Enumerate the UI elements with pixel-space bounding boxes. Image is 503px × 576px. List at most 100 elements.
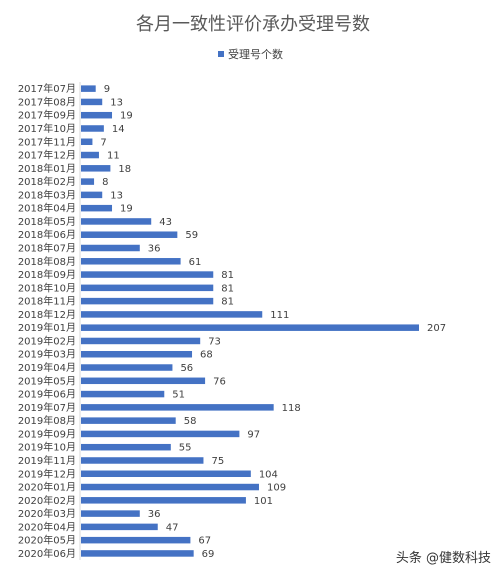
bar [81,204,113,212]
y-tick-label: 2018年02月 [18,175,76,188]
bar [81,324,419,331]
y-tick-label: 2017年11月 [18,135,76,148]
bar [81,430,240,438]
data-label: 75 [211,456,224,467]
bar [81,497,246,504]
data-label: 111 [270,310,289,321]
data-label: 11 [107,151,120,162]
y-tick-label: 2020年04月 [18,520,76,533]
y-tick-label: 2019年10月 [18,441,76,454]
bar [81,297,214,305]
bar [81,191,103,199]
bars-group: 2017年07月 9 2017年08月 13 2017年09月 19 2017年10月 14 2… [18,82,446,560]
bar [81,178,95,185]
y-tick-label: 2020年01月 [18,481,76,494]
data-label: 55 [179,443,192,454]
watermark: 头条 @健数科技 [395,551,491,566]
data-label: 81 [221,270,234,281]
bar [81,377,206,385]
y-tick-label: 2018年04月 [18,202,76,215]
data-label: 8 [102,177,108,188]
bar [81,457,204,464]
legend-label: 受理号个数 [228,48,283,61]
bar [81,271,214,278]
bar [81,258,181,265]
bar [81,523,158,531]
data-label: 36 [148,509,161,520]
y-tick-label: 2020年02月 [18,494,76,507]
y-tick-label: 2017年09月 [18,109,76,122]
data-label: 69 [202,549,215,560]
bar [81,244,140,252]
data-label: 68 [200,350,213,361]
y-tick-label: 2017年12月 [18,149,76,162]
bar [81,284,214,292]
bar [81,125,104,132]
legend: 受理号个数 [218,48,283,61]
data-label: 73 [208,336,221,347]
data-label: 76 [213,376,226,387]
y-tick-label: 2019年12月 [18,467,76,480]
bar [81,364,173,371]
data-label: 43 [159,217,172,228]
y-tick-label: 2020年03月 [18,507,76,520]
data-label: 67 [198,536,211,547]
data-label: 61 [189,257,202,268]
bar [81,151,99,159]
bar [81,111,113,119]
data-label: 104 [259,469,278,480]
y-tick-label: 2018年06月 [18,228,76,241]
y-tick-label: 2018年03月 [18,188,76,201]
data-label: 19 [120,111,133,122]
data-label: 13 [110,190,123,201]
data-label: 18 [118,164,131,175]
bar [81,350,193,358]
data-label: 51 [172,390,185,401]
data-label: 19 [120,204,133,215]
y-tick-label: 2019年07月 [18,401,76,414]
bar [81,536,191,544]
y-tick-label: 2018年01月 [18,162,76,175]
data-label: 7 [100,137,106,148]
y-tick-label: 2018年08月 [18,255,76,268]
bar [81,165,111,172]
y-tick-label: 2019年04月 [18,361,76,374]
data-label: 59 [185,230,198,241]
bar [81,98,103,106]
bar [81,390,165,398]
bar [81,443,171,451]
bar [81,483,259,491]
data-label: 36 [148,244,161,255]
bar [81,550,194,557]
data-label: 81 [221,283,234,294]
legend-swatch [218,51,224,57]
data-label: 118 [282,403,301,414]
y-tick-label: 2019年02月 [18,334,76,347]
y-tick-label: 2020年06月 [18,547,76,560]
y-tick-label: 2017年10月 [18,122,76,135]
data-label: 9 [104,84,110,95]
y-tick-label: 2018年11月 [18,295,76,308]
y-tick-label: 2019年03月 [18,348,76,361]
y-tick-label: 2019年06月 [18,388,76,401]
bar [81,510,140,517]
data-label: 47 [166,522,179,533]
data-label: 14 [112,124,125,135]
data-label: 58 [184,416,197,427]
y-tick-label: 2018年09月 [18,268,76,281]
bar [81,231,178,238]
data-label: 101 [254,496,273,507]
data-label: 109 [267,483,286,494]
data-label: 81 [221,297,234,308]
y-tick-label: 2019年11月 [18,454,76,467]
y-tick-label: 2019年08月 [18,414,76,427]
data-label: 56 [180,363,193,374]
bar [81,404,274,411]
data-label: 13 [110,97,123,108]
bar [81,417,176,424]
bar [81,470,251,478]
chart-title: 各月一致性评价承办受理号数 [136,14,370,35]
bar [81,218,152,225]
y-tick-label: 2019年05月 [18,374,76,387]
